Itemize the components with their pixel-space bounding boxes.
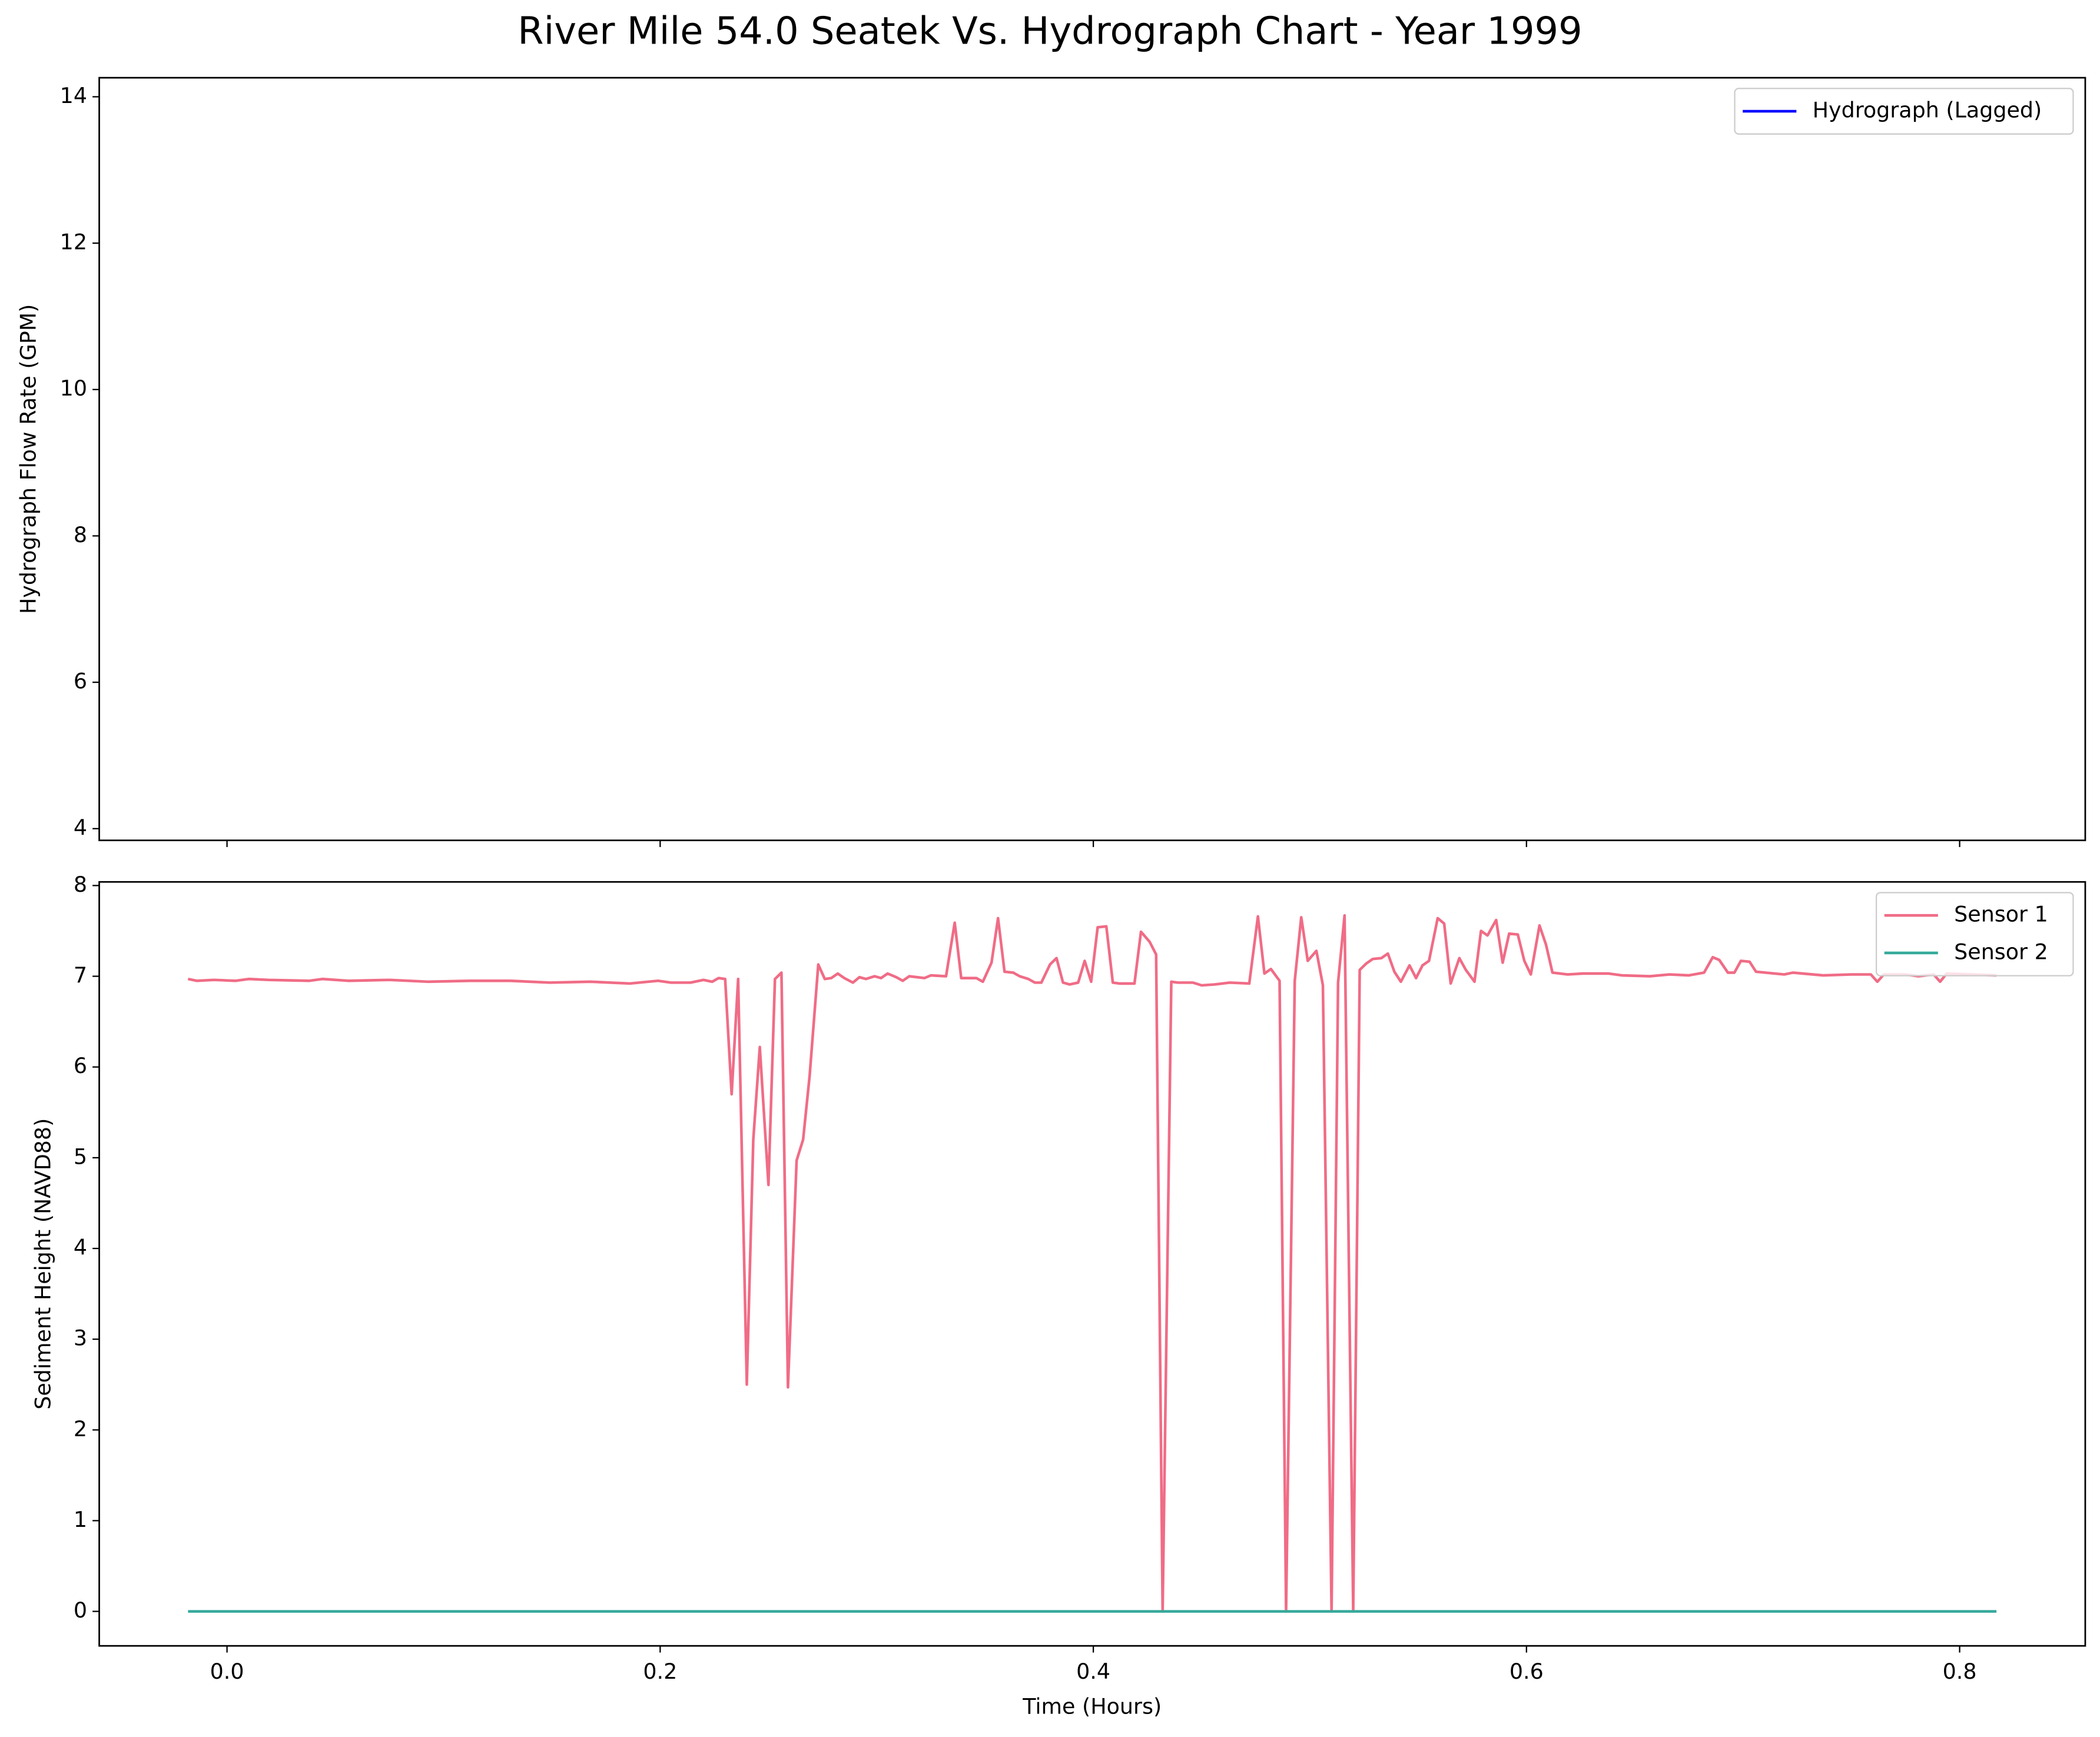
x-tick-label: 0.6 [1510,1659,1544,1684]
legend-box [1734,88,2074,135]
legend-label: Hydrograph (Lagged) [1813,97,2042,122]
y-tick-label: 2 [74,1416,87,1442]
legend-label: Sensor 1 [1954,902,2048,927]
legend-box [1875,892,2074,977]
y-tick-label: 12 [60,230,87,255]
chart-title: River Mile 54.0 Seatek Vs. Hydrograph Ch… [517,10,1582,54]
y-tick-label: 5 [74,1144,87,1169]
y-tick-label: 7 [74,962,87,988]
y-tick-label: 4 [74,815,87,840]
y-axis-label: Hydrograph Flow Rate (GPM) [16,304,41,614]
y-tick-label: 8 [74,872,87,897]
x-tick-label: 0.4 [1076,1659,1110,1684]
plot-frame [98,77,2086,842]
y-tick-label: 8 [74,522,87,547]
y-tick-label: 4 [74,1235,87,1260]
x-tick-label: 0.0 [210,1659,244,1684]
y-tick-label: 14 [60,83,87,108]
y-tick-label: 6 [74,1053,87,1078]
y-tick-label: 0 [74,1597,87,1623]
legend-label: Sensor 2 [1954,939,2048,964]
x-axis-label: Time (Hours) [1022,1693,1162,1719]
y-axis-label: Sediment Height (NAVD88) [31,1118,56,1410]
y-tick-label: 3 [74,1326,87,1351]
x-tick-label: 0.8 [1943,1659,1977,1684]
y-tick-label: 1 [74,1507,87,1532]
x-tick-label: 0.2 [643,1659,677,1684]
plot-frame [98,881,2086,1647]
y-tick-label: 10 [60,376,87,401]
y-tick-label: 6 [74,669,87,694]
series-line [187,914,1997,1613]
